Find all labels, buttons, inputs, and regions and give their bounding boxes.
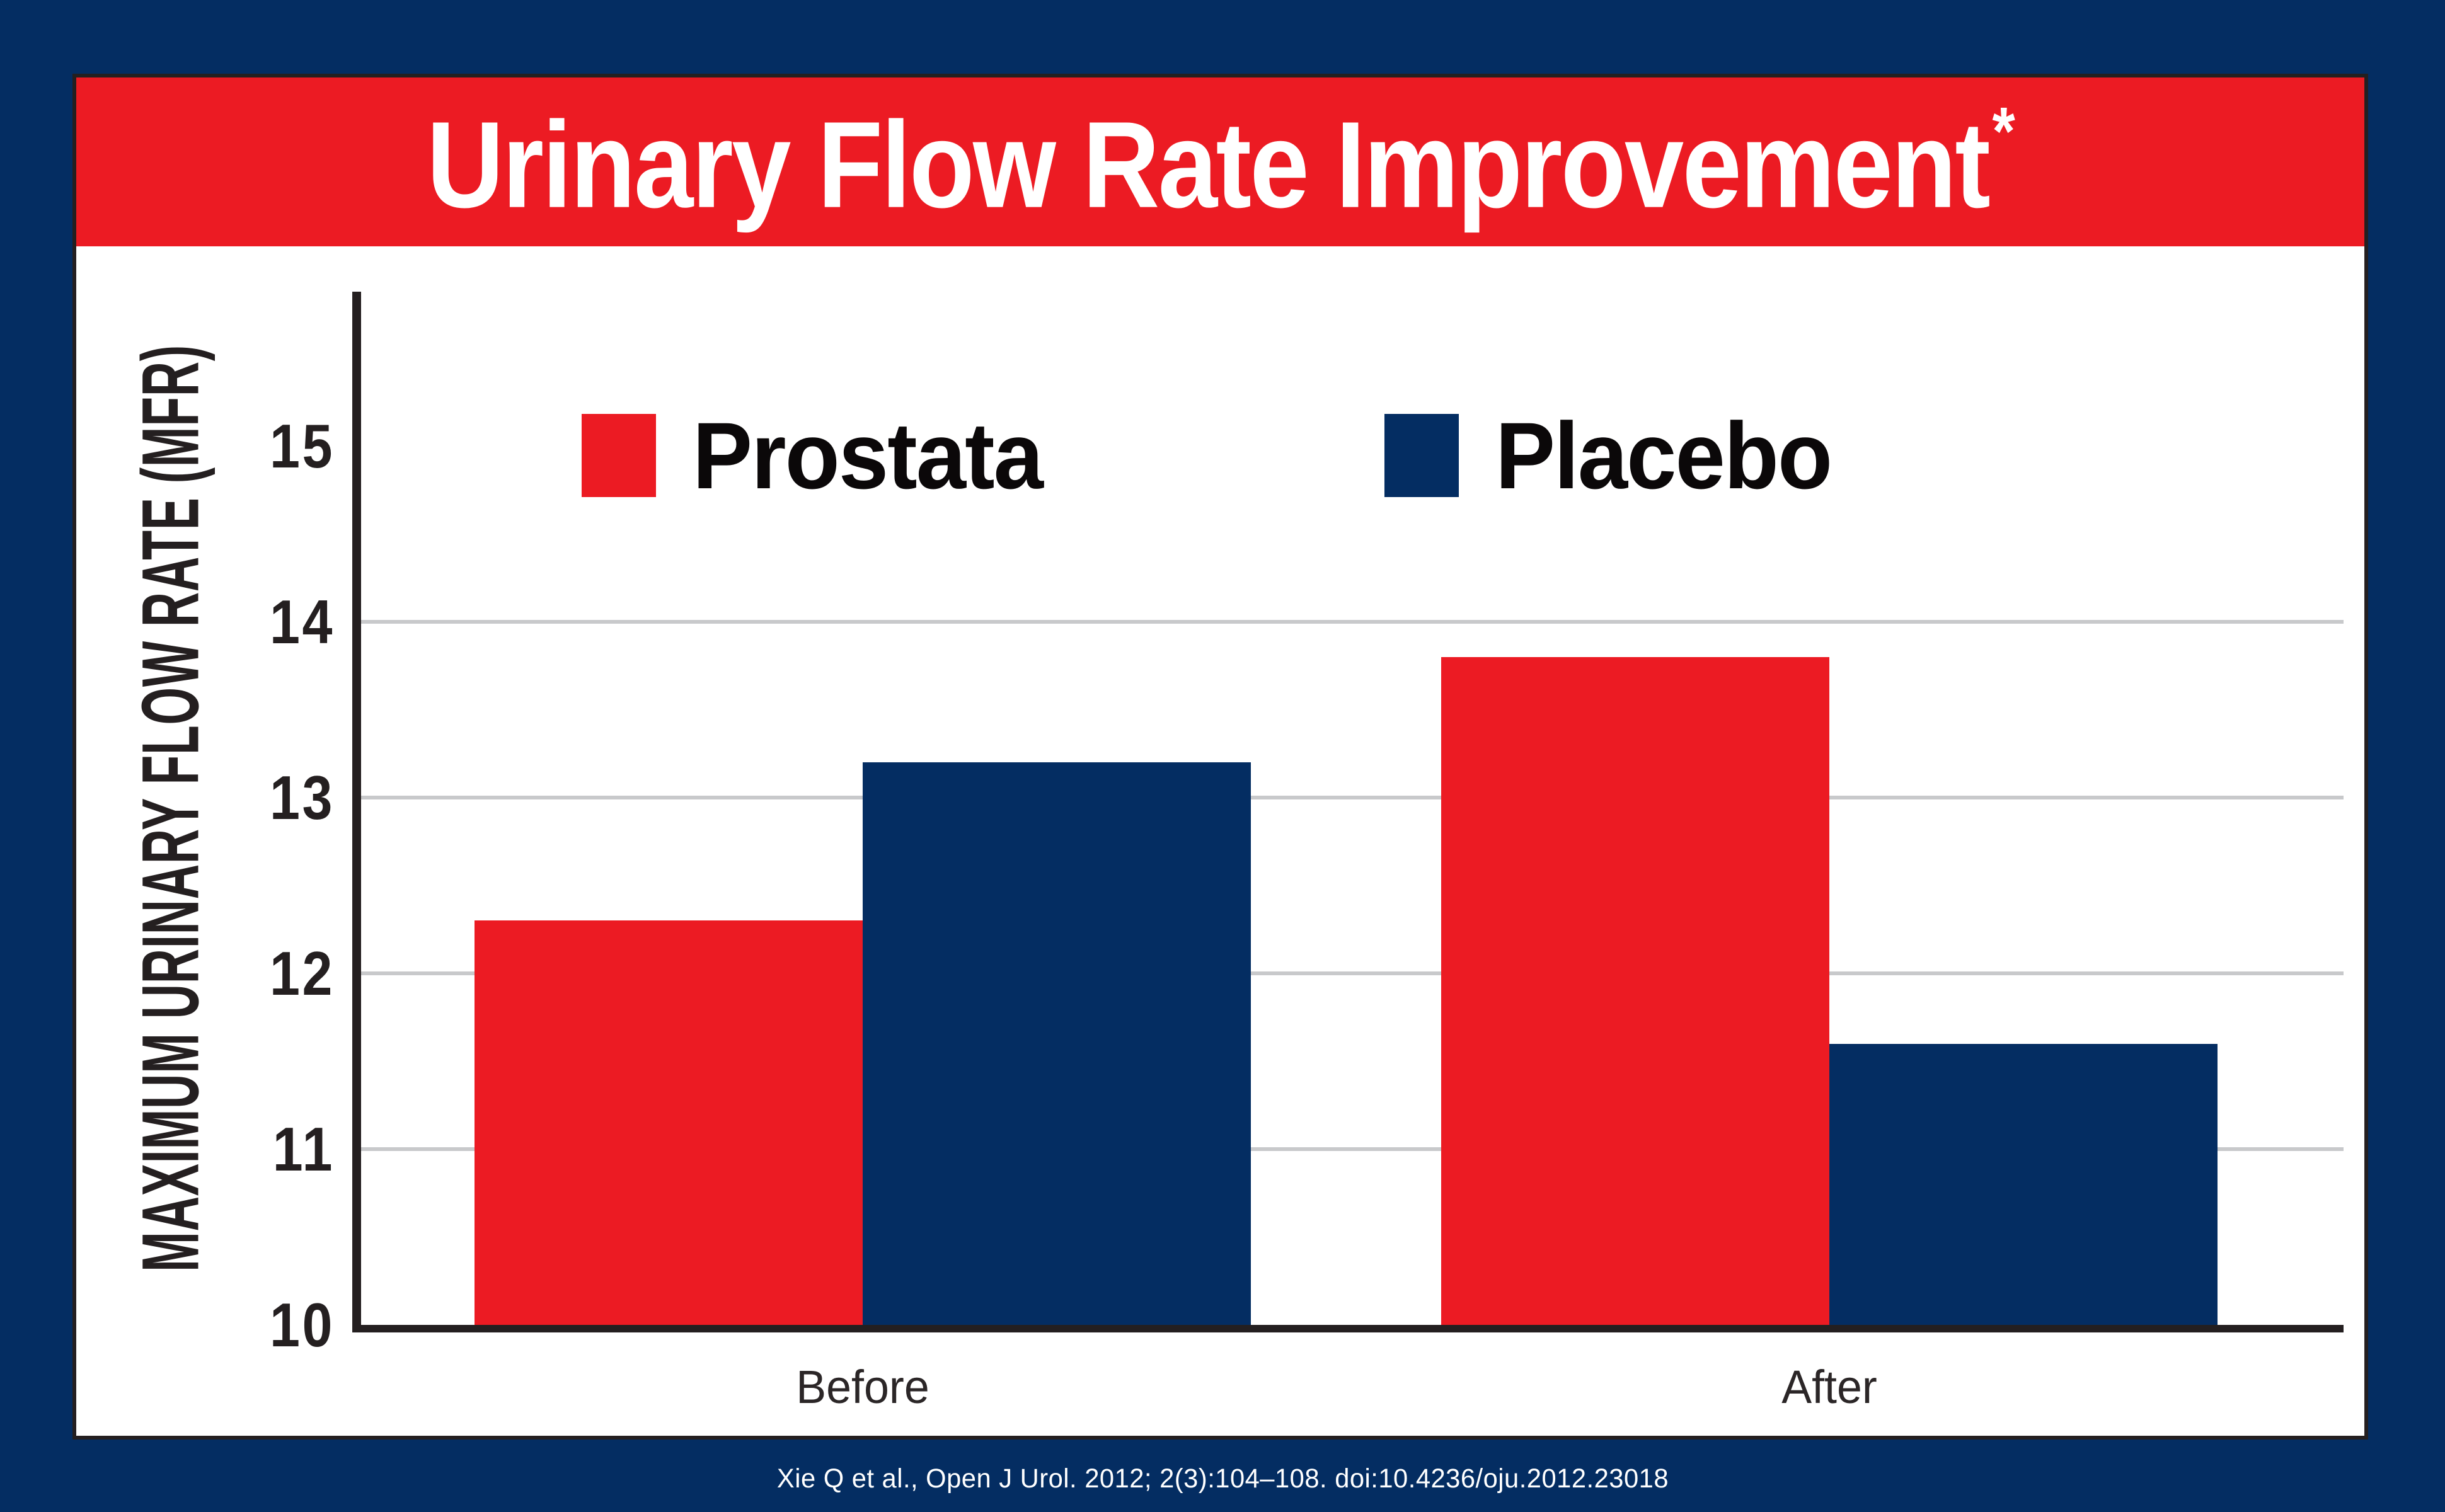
y-tick-label-14: 14: [270, 587, 335, 656]
y-tick-label-12: 12: [270, 939, 335, 1008]
chart-title-text: Urinary Flow Rate Improvement: [427, 96, 1991, 234]
chart-title: Urinary Flow Rate Improvement*: [427, 97, 2015, 227]
legend-item-prostata: Prostata: [582, 408, 1061, 503]
title-banner: Urinary Flow Rate Improvement*: [76, 77, 2364, 246]
plot-area: Prostata Placebo: [352, 292, 2344, 1332]
title-asterisk: *: [1992, 93, 2015, 169]
gridline-14: [361, 620, 2344, 624]
bar-placebo-after: [1829, 1043, 2218, 1325]
footer-band: Xie Q et al., Open J Urol. 2012; 2(3):10…: [0, 1446, 2445, 1512]
y-tick-label-11: 11: [272, 1114, 335, 1184]
legend-swatch-prostata: [582, 414, 656, 497]
gridline-13: [361, 796, 2344, 799]
legend-label-placebo: Placebo: [1495, 403, 1832, 508]
gridline-11: [361, 1147, 2344, 1151]
y-tick-label-15: 15: [270, 411, 335, 481]
chart-card: Urinary Flow Rate Improvement* MAXIMUM U…: [72, 74, 2368, 1440]
legend-swatch-placebo: [1384, 414, 1459, 497]
bar-placebo-before: [863, 762, 1251, 1325]
y-tick-label-13: 13: [270, 763, 335, 832]
y-tick-label-10: 10: [270, 1290, 335, 1360]
x-axis-label-before: Before: [796, 1361, 929, 1413]
citation: Xie Q et al., Open J Urol. 2012; 2(3):10…: [776, 1463, 1669, 1494]
legend-item-placebo: Placebo: [1384, 408, 1849, 503]
bar-prostata-before: [475, 920, 863, 1325]
legend-label-prostata: Prostata: [693, 403, 1044, 508]
gridline-12: [361, 971, 2344, 975]
bar-prostata-after: [1441, 656, 1829, 1325]
x-axis-label-after: After: [1781, 1361, 1877, 1413]
